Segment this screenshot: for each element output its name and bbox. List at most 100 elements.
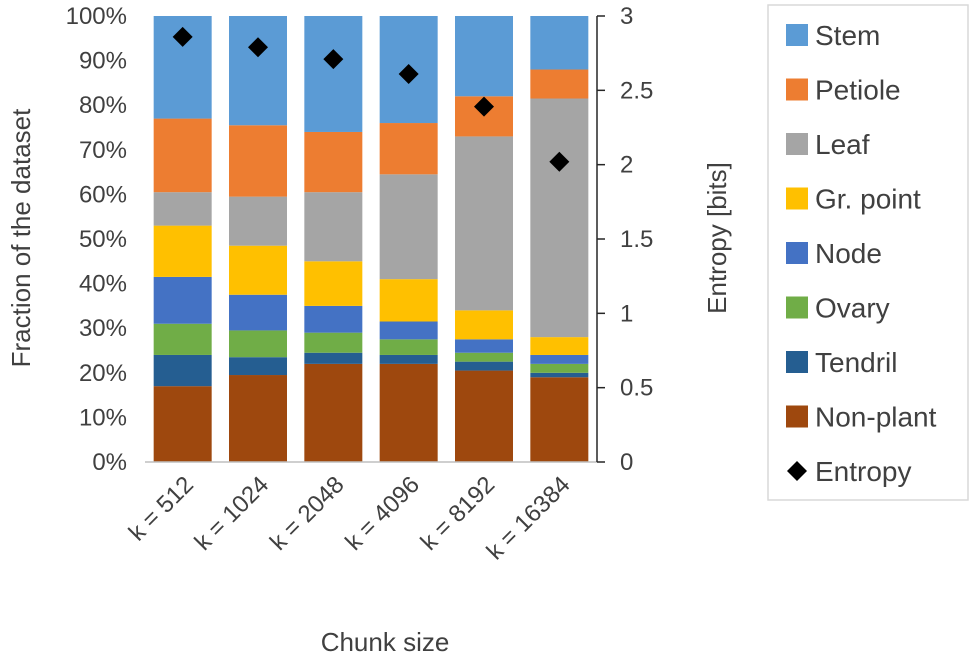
- legend-swatch-tendril: [786, 351, 808, 373]
- legend-swatch-gr-point: [786, 187, 808, 210]
- bar-node-2: [229, 294, 287, 331]
- bar-non-plant-2: [229, 375, 287, 462]
- bars-group: [153, 16, 589, 462]
- legend-label-petiole: Petiole: [815, 75, 901, 106]
- bar-ovary-2: [229, 330, 287, 358]
- bar-stem-3: [304, 16, 363, 132]
- y-tick-label: 20%: [79, 360, 127, 387]
- legend: Stem Petiole Leaf Gr. point Node Ovary Tendril…: [767, 4, 969, 501]
- y-tick-label: 0%: [92, 449, 127, 476]
- y-tick-label: 80%: [79, 92, 127, 119]
- bar-gr-point-2: [229, 245, 287, 295]
- bar-non-plant-4: [379, 363, 438, 462]
- entropy-marker-4: [398, 63, 419, 84]
- bar-petiole-4: [379, 123, 438, 175]
- entropy-marker-3: [323, 49, 344, 70]
- bar-node-1: [153, 276, 212, 324]
- legend-swatch-non-plant: [786, 405, 808, 428]
- bar-gr-point-6: [530, 337, 589, 355]
- bar-node-3: [304, 305, 363, 333]
- entropy-marker-1: [172, 26, 193, 47]
- bar-node-5: [455, 339, 513, 353]
- bar-non-plant-1: [153, 386, 212, 462]
- y2-tick-label: 2: [620, 152, 633, 179]
- y2-tick-label: 3: [620, 3, 633, 30]
- bar-gr-point-3: [304, 261, 363, 306]
- legend-label-ovary: Ovary: [815, 293, 890, 324]
- bar-leaf-2: [229, 196, 287, 246]
- axes-group: [145, 15, 605, 463]
- bar-tendril-3: [304, 352, 363, 364]
- y2-tick-label: 0: [620, 449, 633, 476]
- y-tick-label: 40%: [79, 271, 127, 298]
- bar-gr-point-5: [455, 310, 513, 340]
- legend-label-gr-point: Gr. point: [815, 184, 921, 215]
- entropy-markers-group: [172, 26, 570, 172]
- legend-swatch-node: [786, 242, 808, 264]
- bar-leaf-5: [455, 136, 513, 311]
- y-tick-label: 50%: [79, 226, 127, 253]
- y2-axis-title: Entropy [bits]: [702, 162, 732, 314]
- y2-tick-label: 1: [620, 300, 633, 327]
- legend-swatch-entropy: [787, 461, 807, 481]
- bar-tendril-2: [229, 357, 287, 376]
- bar-leaf-6: [530, 98, 589, 338]
- y2-tick-label: 2.5: [620, 77, 653, 104]
- entropy-marker-2: [248, 37, 268, 58]
- x-tick-label: k = 1024: [190, 471, 275, 556]
- bar-leaf-1: [153, 192, 212, 226]
- bar-petiole-6: [530, 69, 589, 99]
- legend-label-leaf: Leaf: [815, 129, 870, 160]
- bar-stem-6: [530, 16, 589, 70]
- legend-swatch-stem: [786, 24, 808, 46]
- y-axis-title: Fraction of the dataset: [6, 108, 36, 367]
- bar-tendril-5: [455, 361, 513, 371]
- legend-label-node: Node: [815, 238, 882, 269]
- bar-non-plant-6: [530, 377, 589, 462]
- x-tick-label: k = 16384: [481, 471, 575, 565]
- entropy-marker-6: [549, 151, 570, 172]
- bar-non-plant-5: [455, 370, 513, 462]
- entropy-marker-5: [474, 96, 494, 117]
- bar-tendril-4: [379, 354, 438, 364]
- legend-label-tendril: Tendril: [815, 347, 897, 378]
- x-tick-label: k = 4096: [340, 471, 425, 556]
- bar-ovary-6: [530, 363, 589, 373]
- bar-gr-point-1: [153, 225, 212, 277]
- bar-ovary-4: [379, 339, 438, 355]
- bar-petiole-2: [229, 125, 287, 197]
- x-axis-title: Chunk size: [321, 627, 450, 657]
- bar-leaf-3: [304, 192, 363, 262]
- bar-petiole-1: [153, 118, 212, 193]
- legend-swatch-ovary: [786, 296, 808, 319]
- y-tick-label: 70%: [79, 137, 127, 164]
- bar-ovary-1: [153, 323, 212, 355]
- y-tick-label: 10%: [79, 404, 127, 431]
- y2-tick-label: 1.5: [620, 226, 653, 253]
- bar-node-6: [530, 354, 589, 364]
- legend-swatch-petiole: [786, 78, 808, 101]
- bar-petiole-3: [304, 131, 363, 193]
- y2-tick-label: 0.5: [620, 375, 653, 402]
- bar-tendril-1: [153, 354, 212, 387]
- bar-stem-2: [229, 16, 287, 126]
- legend-label-non-plant: Non-plant: [815, 402, 937, 433]
- legend-label-stem: Stem: [815, 20, 880, 51]
- y-tick-label: 90%: [79, 48, 127, 75]
- legend-label-entropy: Entropy: [815, 456, 912, 487]
- bar-stem-5: [455, 16, 513, 97]
- y-tick-label: 100%: [66, 3, 127, 30]
- y-tick-label: 30%: [79, 315, 127, 342]
- x-tick-label: k = 512: [124, 471, 199, 546]
- bar-non-plant-3: [304, 363, 363, 462]
- bar-tendril-6: [530, 372, 589, 378]
- bar-ovary-5: [455, 352, 513, 362]
- bar-leaf-4: [379, 174, 438, 280]
- y-tick-label: 60%: [79, 181, 127, 208]
- bar-ovary-3: [304, 332, 363, 353]
- bar-node-4: [379, 321, 438, 340]
- x-tick-label: k = 2048: [265, 471, 350, 556]
- bar-gr-point-4: [379, 279, 438, 322]
- legend-swatch-leaf: [786, 133, 808, 155]
